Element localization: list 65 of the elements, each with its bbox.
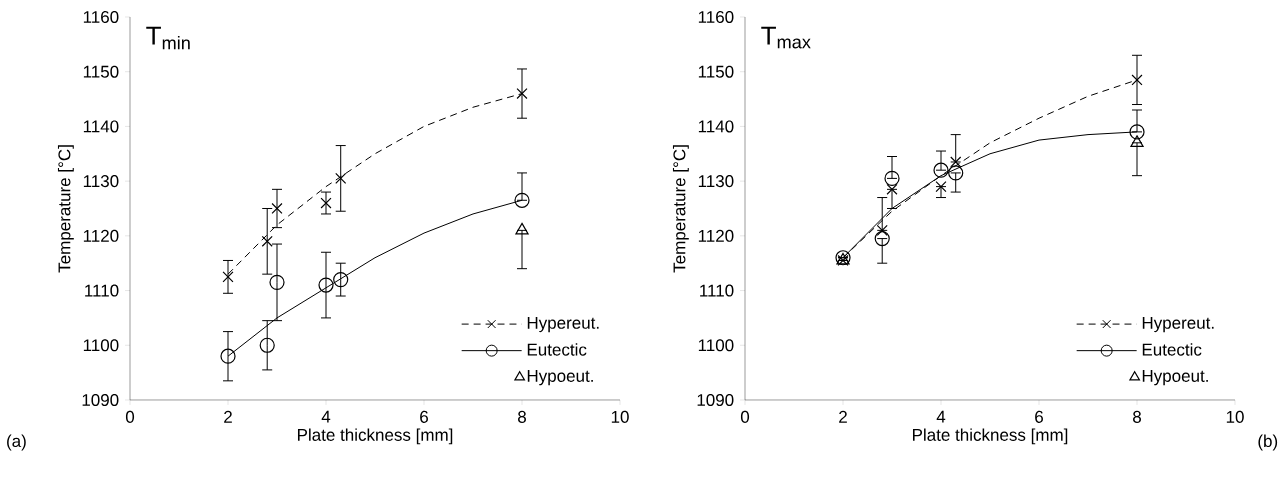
point — [515, 222, 529, 235]
x-tick-label: 4 — [936, 410, 946, 423]
y-tick-label: 1130 — [698, 175, 734, 188]
point — [950, 156, 962, 168]
y-tick-label: 1100 — [698, 339, 734, 352]
legend-label: Eutectic — [527, 343, 587, 356]
text: (a) — [7, 434, 26, 451]
x-tick-label: 0 — [740, 410, 750, 423]
x-tick-label: 4 — [321, 410, 331, 423]
y-tick-label: 1120 — [698, 229, 734, 242]
annotation: T$_{min}$ — [146, 26, 190, 50]
annotation: T$_{max}$ — [761, 26, 811, 49]
point — [222, 271, 234, 283]
point — [259, 337, 275, 353]
point — [269, 274, 285, 290]
y-tick-label: 1160 — [83, 10, 119, 24]
y-tick-label: 1120 — [83, 229, 119, 242]
text: (b) — [1258, 434, 1278, 451]
x-axis-title: Plate thickness [mm] — [912, 428, 1068, 445]
point — [333, 272, 349, 288]
x-tick-label: 2 — [839, 410, 847, 423]
legend-label: Hypereut. — [1142, 316, 1214, 333]
point — [935, 181, 947, 193]
point — [516, 88, 528, 100]
point — [271, 202, 283, 215]
x-tick-label: 2 — [224, 410, 232, 423]
y-tick-label: 1110 — [700, 284, 734, 297]
point — [933, 162, 949, 178]
point — [886, 183, 898, 195]
x-tick-label: 0 — [125, 410, 135, 423]
x-tick-label: 10 — [1226, 410, 1244, 423]
x-tick-label: 8 — [1133, 410, 1141, 423]
point — [884, 170, 900, 186]
point — [320, 197, 332, 209]
y-axis-title: Temperature [°C] — [57, 145, 74, 273]
legend-label: Hypoeut. — [1142, 370, 1208, 386]
y-tick-label: 1140 — [83, 120, 119, 133]
point — [874, 230, 890, 247]
y-tick-label: 1110 — [85, 284, 119, 297]
x-axis-title: Plate thickness [mm] — [297, 428, 453, 445]
point — [876, 224, 888, 236]
legend-label: Hypoeut. — [527, 370, 593, 386]
x-tick-label: 10 — [611, 410, 629, 423]
y-tick-label: 1100 — [83, 339, 119, 352]
point — [220, 348, 236, 364]
point — [318, 277, 334, 293]
y-tick-label: 1140 — [698, 120, 734, 133]
y-tick-label: 1150 — [83, 65, 119, 78]
y-tick-label: 1090 — [697, 393, 734, 407]
point — [948, 165, 964, 181]
legend-label: Eutectic — [1142, 343, 1202, 356]
point — [1129, 124, 1145, 140]
point — [1131, 74, 1143, 86]
x-tick-label: 6 — [1035, 410, 1043, 423]
y-tick-label: 1130 — [83, 175, 119, 188]
x-tick-label: 6 — [420, 410, 428, 423]
y-tick-label: 1090 — [82, 393, 119, 407]
y-tick-label: 1150 — [698, 65, 734, 78]
y-tick-label: 1160 — [698, 10, 734, 24]
x-tick-label: 8 — [518, 410, 526, 423]
point — [514, 192, 530, 208]
point — [1130, 135, 1144, 147]
legend-label: Hypereut. — [527, 316, 599, 333]
point — [335, 172, 347, 184]
y-axis-title: Temperature [°C] — [672, 145, 689, 273]
